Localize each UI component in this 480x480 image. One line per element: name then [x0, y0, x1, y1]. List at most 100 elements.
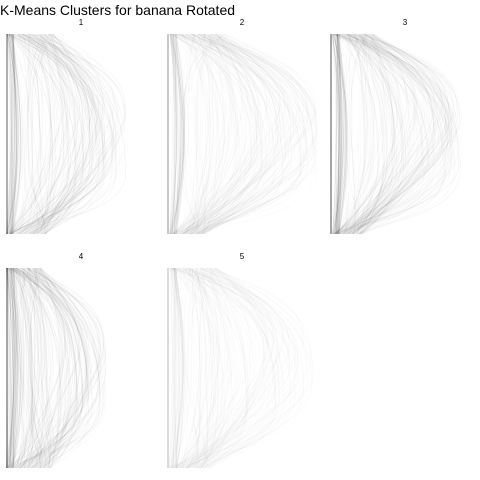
cluster-curve [10, 34, 18, 234]
cluster-curve [6, 34, 15, 234]
cluster-curve [334, 34, 338, 234]
cluster-curve [6, 268, 15, 468]
cluster-curve [9, 34, 17, 234]
cluster-curve [10, 268, 16, 468]
cluster-curve [10, 268, 101, 468]
cluster-curve [12, 34, 16, 234]
cluster-curve [11, 268, 80, 468]
cluster-curve [11, 268, 24, 468]
cluster-curve [7, 34, 19, 234]
cluster-curve [7, 34, 18, 234]
cluster-curve [9, 268, 15, 468]
cluster-curve [9, 268, 18, 468]
cluster-curve [332, 34, 340, 234]
cluster-curve [7, 268, 40, 468]
cluster-panel-4: 4 [6, 252, 156, 476]
cluster-curve [8, 268, 23, 468]
cluster-curve [29, 268, 47, 468]
cluster-curve [6, 268, 17, 468]
cluster-curve [8, 268, 66, 468]
cluster-curve [6, 268, 17, 468]
cluster-curve [8, 268, 19, 468]
cluster-curve [333, 34, 341, 234]
cluster-curve [10, 268, 106, 468]
cluster-curve [23, 34, 76, 234]
cluster-curve [6, 34, 14, 234]
cluster-curve [12, 34, 14, 234]
cluster-curve [35, 268, 43, 468]
cluster-curves-plot [6, 34, 126, 234]
cluster-curve [334, 34, 342, 234]
cluster-curve [8, 268, 13, 468]
cluster-curve [13, 34, 104, 234]
cluster-curve [20, 34, 100, 234]
cluster-curve [7, 268, 22, 468]
cluster-curve [336, 34, 340, 234]
cluster-curve [19, 268, 78, 468]
cluster-curve [27, 268, 107, 468]
cluster-curve [7, 268, 15, 468]
cluster-curve [8, 268, 19, 468]
cluster-curve [7, 34, 18, 234]
cluster-curve [336, 34, 346, 234]
cluster-curve [10, 34, 126, 234]
cluster-panel-2: 2 [167, 18, 317, 242]
cluster-curve [7, 268, 73, 468]
cluster-curve [6, 34, 16, 234]
cluster-curve [6, 268, 22, 468]
cluster-curve [8, 34, 13, 234]
cluster-curve [10, 34, 98, 234]
cluster-curve [21, 268, 42, 468]
cluster-curve [6, 268, 12, 468]
cluster-curve [331, 34, 341, 234]
cluster-curve [8, 34, 13, 234]
cluster-curve [6, 34, 19, 234]
cluster-curve [337, 34, 349, 234]
cluster-curve [13, 268, 33, 468]
cluster-curve [9, 34, 18, 234]
cluster-curve [6, 34, 16, 234]
cluster-curve [7, 268, 13, 468]
cluster-curve [9, 34, 18, 234]
cluster-curve [334, 34, 343, 234]
cluster-curve [29, 268, 89, 468]
cluster-curve [6, 268, 18, 468]
cluster-curve [334, 34, 341, 234]
cluster-curve [6, 34, 21, 234]
cluster-curve [333, 34, 347, 234]
cluster-curve [333, 34, 345, 234]
cluster-curve [9, 34, 12, 234]
cluster-curve [11, 34, 15, 234]
cluster-curve [11, 34, 21, 234]
cluster-curve [9, 268, 67, 468]
cluster-curve [7, 34, 16, 234]
cluster-curve [6, 268, 15, 468]
cluster-label: 4 [78, 252, 84, 261]
cluster-curve [335, 34, 341, 234]
cluster-curve [7, 34, 17, 234]
cluster-curve [12, 268, 53, 468]
cluster-curve [335, 34, 340, 234]
cluster-curve [337, 34, 342, 234]
cluster-curve [17, 268, 25, 468]
cluster-curve [10, 268, 19, 468]
cluster-curve [21, 34, 91, 234]
cluster-curve [15, 268, 51, 468]
cluster-curve [8, 34, 65, 234]
cluster-curve [22, 34, 91, 234]
cluster-curve [6, 34, 13, 234]
cluster-curve [34, 268, 52, 468]
cluster-curve [332, 34, 339, 234]
cluster-curve [12, 268, 88, 468]
cluster-curve [6, 268, 10, 468]
cluster-curve [8, 268, 15, 468]
cluster-curves-plot [330, 34, 349, 234]
cluster-curve [333, 34, 349, 234]
cluster-curve [11, 34, 53, 234]
cluster-curve [331, 34, 340, 234]
cluster-curve [14, 268, 50, 468]
cluster-curve [32, 268, 64, 468]
figure-title: K-Means Clusters for banana Rotated [0, 2, 236, 18]
cluster-curve [335, 34, 348, 234]
cluster-curve [6, 268, 10, 468]
